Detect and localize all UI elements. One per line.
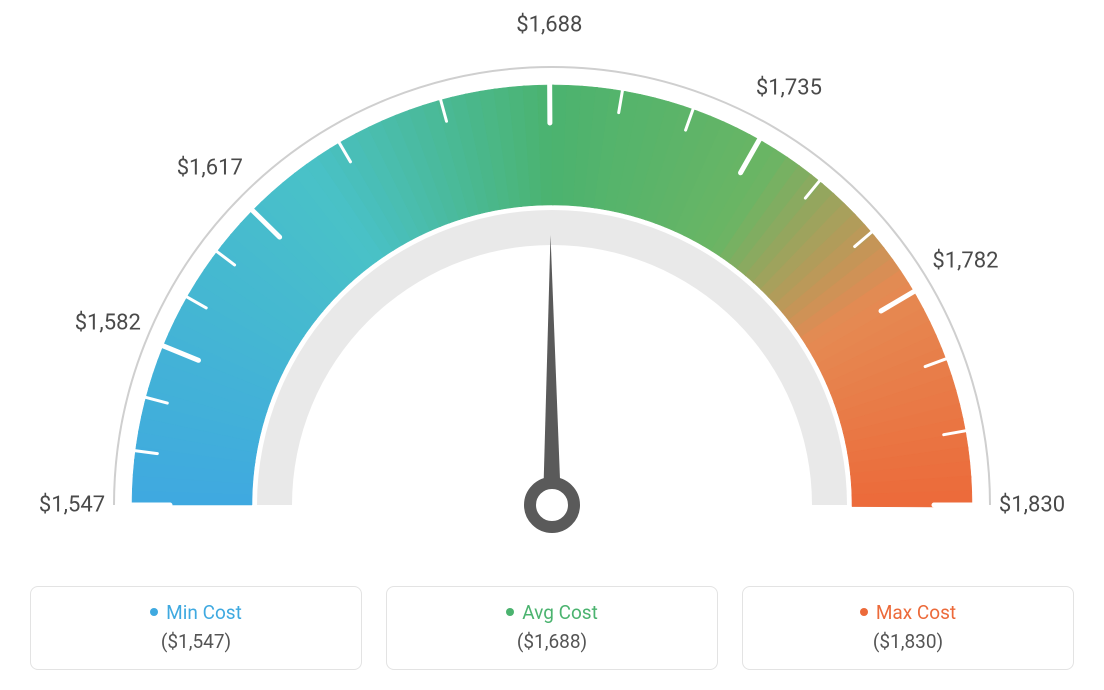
gauge-tick-label: $1,547 xyxy=(39,493,105,518)
cost-gauge: $1,547 $1,582 $1,617 $1,688 $1,735 $1,782 $1,8… xyxy=(0,0,1104,560)
gauge-tick-label: $1,782 xyxy=(932,249,998,274)
gauge-svg xyxy=(0,0,1104,560)
min-cost-title-text: Min Cost xyxy=(166,601,242,624)
min-cost-value: ($1,547) xyxy=(49,630,343,653)
summary-cards: Min Cost ($1,547) Avg Cost ($1,688) Max … xyxy=(30,586,1074,670)
gauge-tick-label: $1,617 xyxy=(177,156,243,181)
avg-cost-card: Avg Cost ($1,688) xyxy=(386,586,718,670)
min-cost-card: Min Cost ($1,547) xyxy=(30,586,362,670)
gauge-tick-label: $1,830 xyxy=(999,493,1065,518)
avg-cost-title-text: Avg Cost xyxy=(522,601,598,624)
max-cost-dot xyxy=(860,608,868,616)
max-cost-title: Max Cost xyxy=(761,601,1055,624)
max-cost-title-text: Max Cost xyxy=(876,601,956,624)
avg-cost-value: ($1,688) xyxy=(405,630,699,653)
avg-cost-title: Avg Cost xyxy=(405,601,699,624)
max-cost-value: ($1,830) xyxy=(761,630,1055,653)
gauge-tick-label: $1,688 xyxy=(516,13,582,38)
min-cost-dot xyxy=(150,608,158,616)
gauge-tick-label: $1,735 xyxy=(756,75,822,100)
max-cost-card: Max Cost ($1,830) xyxy=(742,586,1074,670)
avg-cost-dot xyxy=(506,608,514,616)
gauge-tick-label: $1,582 xyxy=(75,311,141,336)
min-cost-title: Min Cost xyxy=(49,601,343,624)
